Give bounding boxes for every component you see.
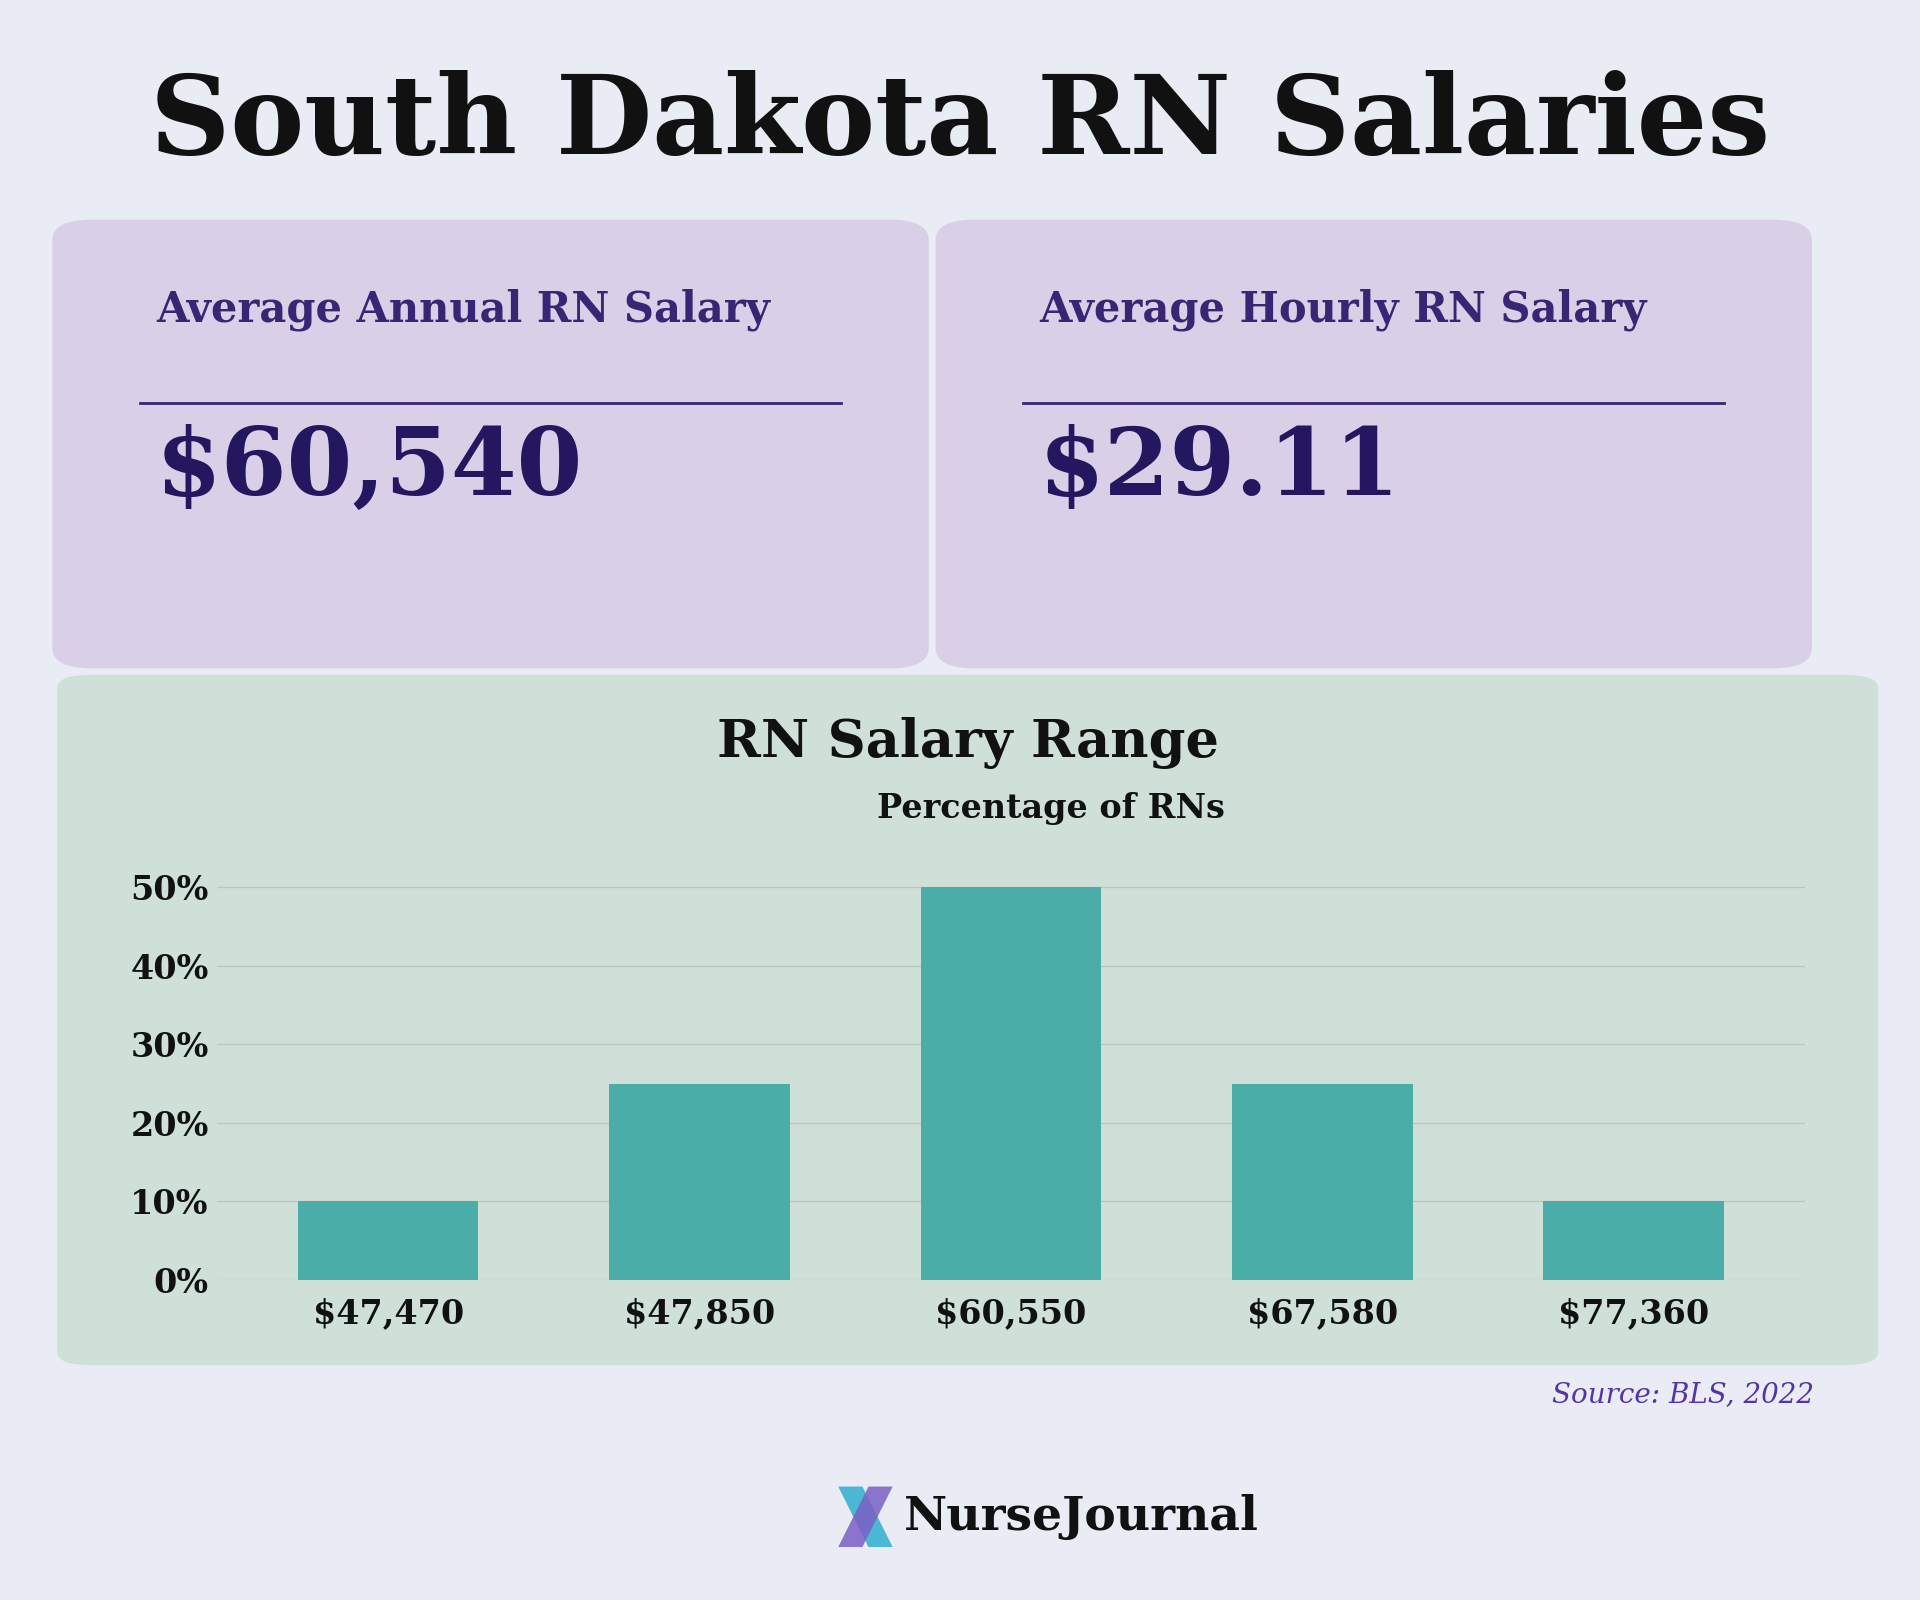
Text: Percentage of RNs: Percentage of RNs	[877, 792, 1225, 824]
FancyBboxPatch shape	[58, 675, 1878, 1365]
FancyBboxPatch shape	[935, 219, 1812, 669]
Text: $29.11: $29.11	[1039, 424, 1402, 514]
Text: Average Hourly RN Salary: Average Hourly RN Salary	[1039, 290, 1647, 331]
Text: Source: BLS, 2022: Source: BLS, 2022	[1553, 1381, 1814, 1408]
Bar	[920, 886, 1102, 1280]
FancyBboxPatch shape	[52, 219, 929, 669]
Bar	[298, 1202, 478, 1280]
Bar	[1233, 1083, 1413, 1280]
Text: Average Annual RN Salary: Average Annual RN Salary	[156, 290, 770, 331]
Text: South Dakota RN Salaries: South Dakota RN Salaries	[150, 70, 1770, 176]
Bar	[609, 1083, 789, 1280]
Text: RN Salary Range: RN Salary Range	[716, 717, 1219, 770]
Polygon shape	[839, 1486, 893, 1547]
Text: NurseJournal: NurseJournal	[904, 1494, 1260, 1539]
Text: $60,540: $60,540	[156, 424, 584, 514]
Polygon shape	[839, 1486, 893, 1547]
Bar	[1544, 1202, 1724, 1280]
